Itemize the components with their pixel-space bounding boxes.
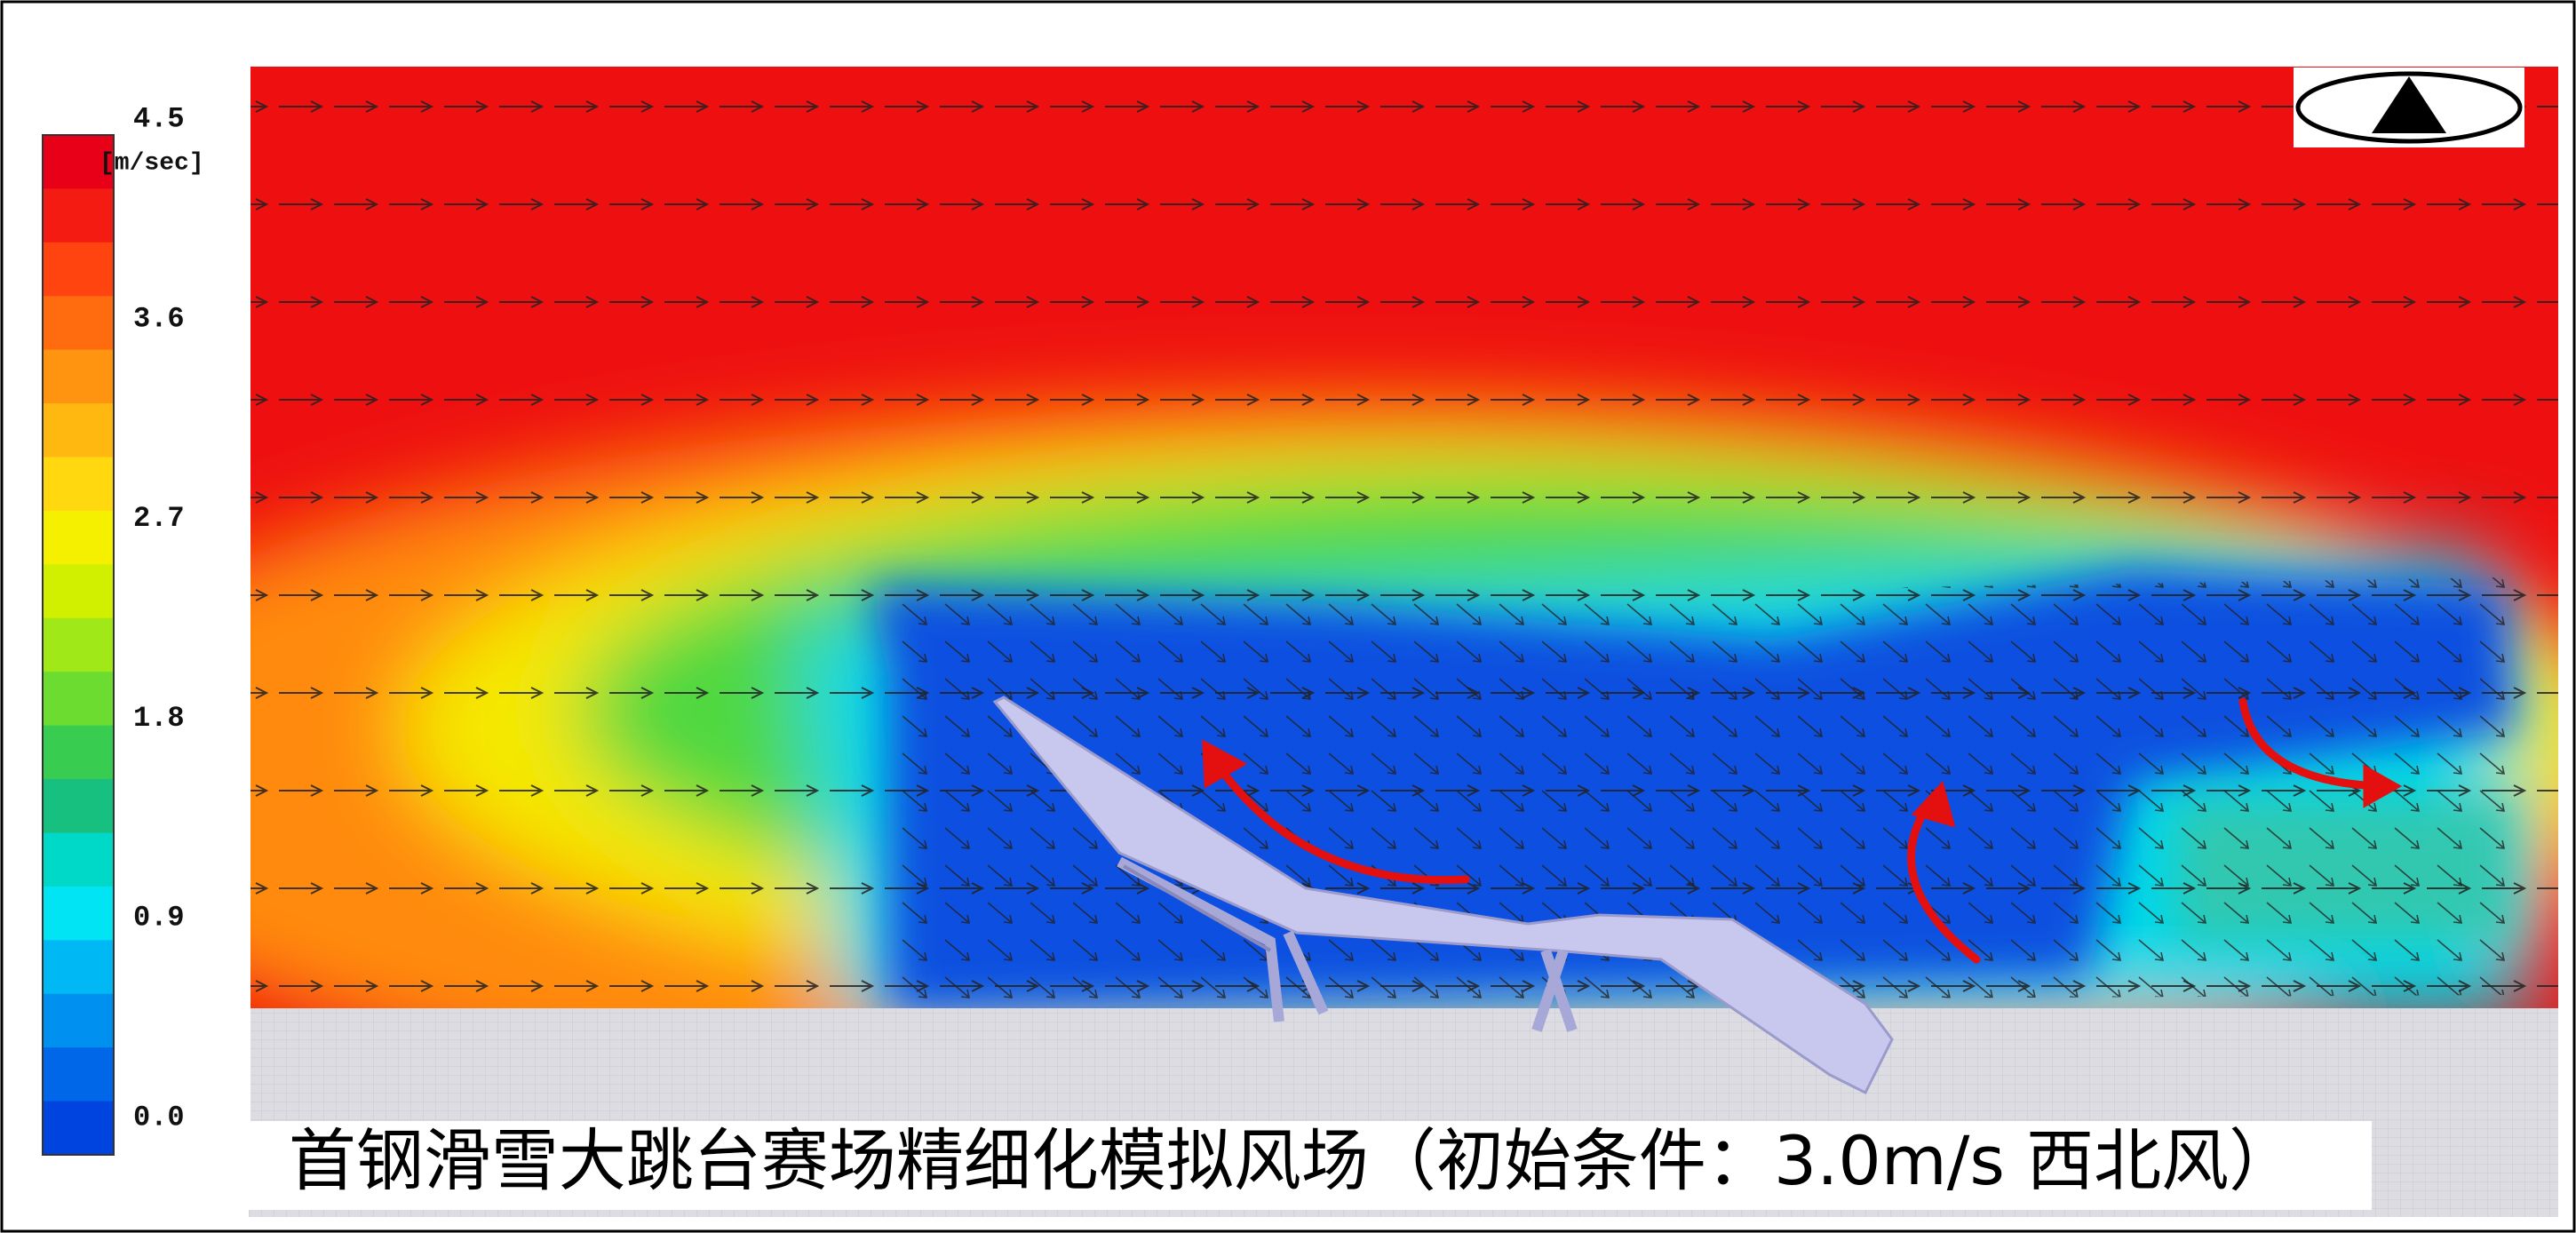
- colorbar-tick-label: 3.6: [133, 302, 185, 335]
- caption: 首钢滑雪大跳台赛场精细化模拟风场（初始条件：3.0m/s 西北风）: [289, 1121, 2296, 1200]
- caption-box: [213, 1121, 2372, 1210]
- colorbar-band: [43, 349, 114, 404]
- colorbar-band: [43, 296, 114, 351]
- compass: [2294, 68, 2524, 147]
- colorbar-band: [43, 242, 114, 297]
- colorbar-band: [43, 832, 114, 887]
- colorbar-band: [43, 135, 114, 189]
- colorbar-tick-label: 4.5: [133, 102, 185, 135]
- colorbar-band: [43, 672, 114, 727]
- colorbar-tick-label: 0.9: [133, 902, 185, 935]
- wind-field: [249, 67, 2558, 1217]
- colorbar-band: [43, 725, 114, 780]
- colorbar-tick-label: 0.0: [133, 1101, 185, 1134]
- colorbar: 4.5 3.6 2.7 1.8 0.9 0.0: [42, 102, 185, 1156]
- colorbar-band: [43, 1047, 114, 1102]
- ski-jump: [992, 696, 1894, 1095]
- colorbar-band: [43, 457, 114, 512]
- colorbar-outline: [42, 134, 115, 1156]
- colorbar-band: [43, 617, 114, 672]
- colorbar-band: [43, 510, 114, 565]
- colorbar-band: [43, 940, 114, 995]
- colorbar-band: [43, 993, 114, 1048]
- colorbar-tick-label: 2.7: [133, 502, 185, 535]
- colorbar-band: [43, 188, 114, 243]
- colorbar-band: [43, 403, 114, 458]
- colorbar-band: [43, 564, 114, 619]
- colorbar-band: [43, 886, 114, 941]
- colorbar-band: [43, 1101, 114, 1156]
- colorbar-unit: [m/sec]: [99, 149, 204, 177]
- flow-arrows: [1202, 697, 2403, 964]
- colorbar-tick-label: 1.8: [133, 702, 185, 735]
- colorbar-band: [43, 779, 114, 833]
